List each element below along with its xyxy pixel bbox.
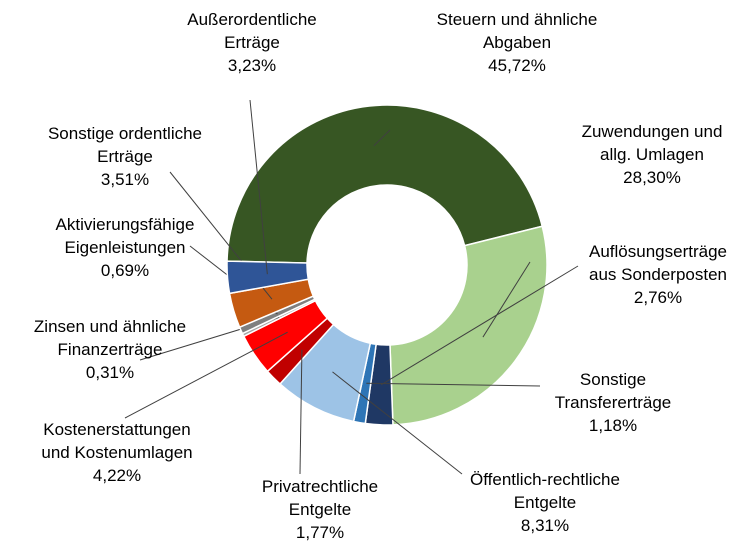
category-label: Kostenerstattungen und Kostenumlagen	[41, 420, 193, 462]
value-label: 28,30%	[623, 168, 681, 187]
data-label: Aktivierungsfähige Eigenleistungen 0,69%	[35, 213, 215, 282]
leader-line	[373, 129, 391, 147]
data-label: Zuwendungen und allg. Umlagen 28,30%	[570, 120, 735, 189]
value-label: 4,22%	[92, 466, 142, 485]
data-label: Kostenerstattungen und Kostenumlagen 4,22…	[27, 418, 207, 487]
category-label: Auflösungserträge aus Sonderposten	[589, 242, 727, 284]
data-label: Öffentlich-rechtliche Entgelte 8,31%	[465, 468, 625, 537]
leader-line	[366, 382, 541, 387]
value-label: 8,31%	[520, 516, 570, 535]
value-label: 1,18%	[588, 416, 638, 435]
leader-line	[332, 371, 463, 475]
data-label: Außerordentliche Erträge 3,23%	[172, 8, 332, 77]
leader-line	[482, 261, 531, 338]
category-label: Sonstige ordentliche Erträge	[47, 124, 203, 166]
data-label: Auflösungserträge aus Sonderposten 2,76%	[576, 240, 741, 309]
category-label: Außerordentliche Erträge	[187, 10, 317, 52]
value-label: 45,72%	[488, 56, 546, 75]
value-label: 3,51%	[100, 170, 150, 189]
value-label: 1,77%	[295, 523, 345, 542]
data-label: Privatrechtliche Entgelte 1,77%	[240, 475, 400, 544]
data-label: Zinsen und ähnliche Finanzerträge 0,31%	[20, 315, 200, 384]
category-label: Öffentlich-rechtliche Entgelte	[470, 470, 620, 512]
leader-line	[249, 99, 268, 275]
data-label: Sonstige Transfererträge 1,18%	[536, 368, 691, 437]
value-label: 3,23%	[227, 56, 277, 75]
leader-line	[299, 349, 303, 475]
leader-line	[380, 265, 579, 386]
donut-segment	[389, 225, 548, 426]
leader-line	[124, 331, 288, 419]
category-label: Zuwendungen und allg. Umlagen	[581, 122, 723, 164]
value-label: 0,31%	[85, 363, 135, 382]
data-label: Sonstige ordentliche Erträge 3,51%	[30, 122, 220, 191]
category-label: Zinsen und ähnliche Finanzerträge	[33, 317, 187, 359]
value-label: 2,76%	[633, 288, 683, 307]
donut-segment	[226, 260, 310, 295]
donut-segment	[226, 104, 544, 264]
category-label: Steuern und ähnliche Abgaben	[436, 10, 598, 52]
category-label: Aktivierungsfähige Eigenleistungen	[55, 215, 195, 257]
category-label: Sonstige Transfererträge	[554, 370, 672, 412]
category-label: Privatrechtliche Entgelte	[261, 477, 379, 519]
value-label: 0,69%	[100, 261, 150, 280]
data-label: Steuern und ähnliche Abgaben 45,72%	[432, 8, 602, 77]
